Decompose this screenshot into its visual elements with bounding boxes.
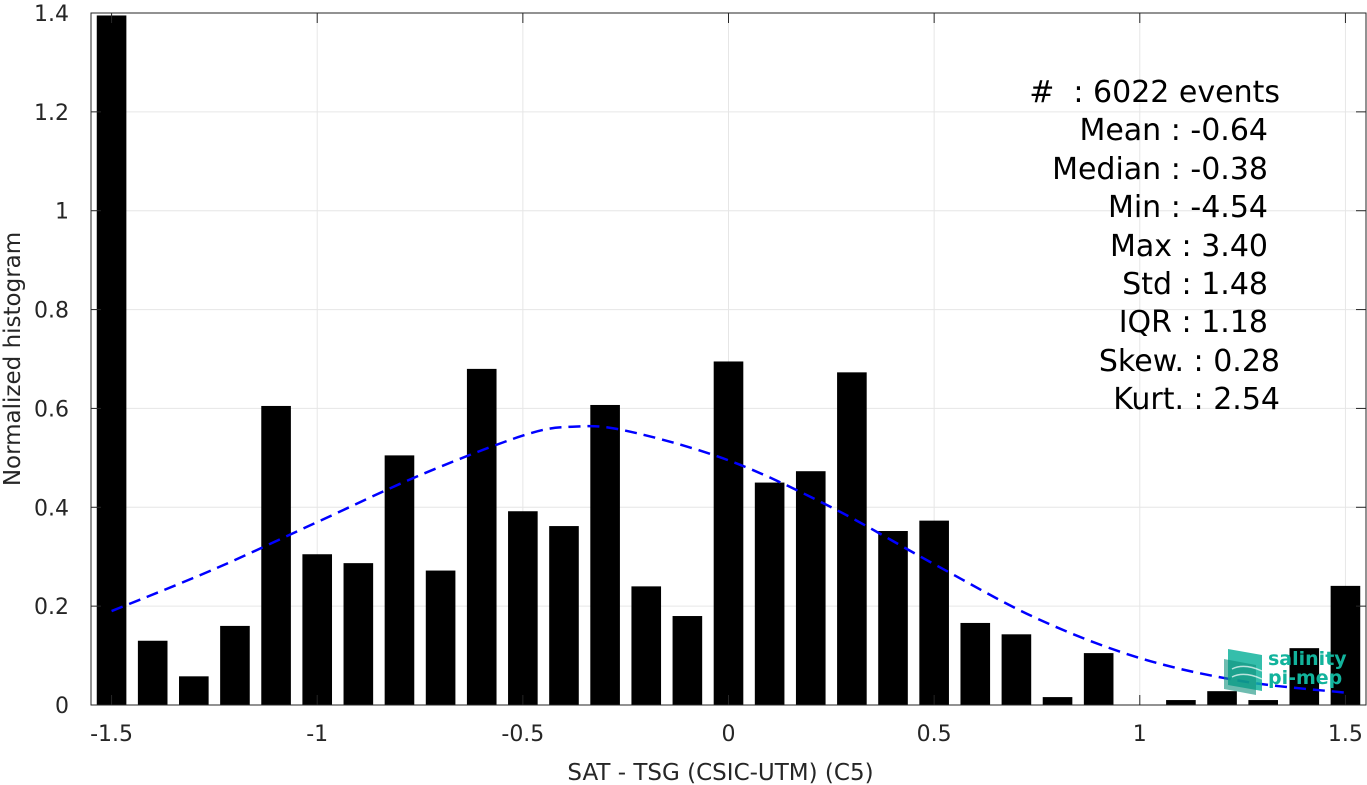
x-tick-label: 0 xyxy=(722,722,736,747)
grid-lines xyxy=(91,12,1366,706)
histogram-bar xyxy=(261,405,291,705)
histogram-bar xyxy=(1330,585,1361,705)
histogram-bar xyxy=(302,554,333,705)
histogram-bar xyxy=(549,526,579,705)
stat-median: Median : -0.38 xyxy=(1052,151,1268,187)
y-axis-ticks: 0 0.2 0.4 0.6 0.8 1 1.2 1.4 xyxy=(34,2,1366,719)
histogram-bar xyxy=(795,471,826,705)
x-axis-ticks: -1.5 -1 -0.5 0 0.5 1 1.5 xyxy=(90,13,1363,747)
logo-text-salinity: salinity xyxy=(1268,648,1347,670)
y-tick-label: 0.6 xyxy=(34,397,69,422)
x-axis-label: SAT - TSG (CSIC-UTM) (C5) xyxy=(567,760,873,785)
logo-text-pimep: pi-mep xyxy=(1268,667,1343,689)
histogram-bar xyxy=(960,622,991,705)
histogram-bar xyxy=(590,404,620,705)
histogram-bar xyxy=(179,676,209,705)
stat-skew: Skew. : 0.28 xyxy=(1098,343,1280,379)
histogram-bar xyxy=(672,616,703,705)
histogram-bar xyxy=(425,570,456,705)
statistics-panel: # : 6022 events Mean : -0.64 Median : -0… xyxy=(960,74,1280,420)
histogram-bar xyxy=(713,361,744,705)
x-tick-label: 1.5 xyxy=(1328,722,1363,747)
histogram-bar xyxy=(1166,700,1196,705)
fit-curve xyxy=(111,424,1346,694)
stat-iqr: IQR : 1.18 xyxy=(1118,305,1268,341)
y-tick-label: 1.2 xyxy=(34,101,69,126)
y-tick-label: 0.4 xyxy=(34,496,69,521)
stat-kurt: Kurt. : 2.54 xyxy=(1113,382,1280,418)
histogram-bar xyxy=(919,520,949,705)
histogram-bars xyxy=(96,15,1361,705)
y-axis-label: Normalized histogram xyxy=(0,232,26,486)
y-tick-label: 0.8 xyxy=(34,299,69,324)
histogram-bar xyxy=(384,455,415,705)
histogram-bar xyxy=(1001,634,1032,705)
stat-min: Min : -4.54 xyxy=(1107,190,1268,226)
y-tick-label: 1 xyxy=(55,200,69,225)
histogram-bar xyxy=(1083,653,1114,705)
x-tick-label: 1 xyxy=(1133,722,1147,747)
histogram-bar xyxy=(837,372,867,705)
x-tick-label: -1 xyxy=(306,722,328,747)
x-tick-label: 0.5 xyxy=(917,722,952,747)
y-tick-label: 1.4 xyxy=(34,2,69,27)
histogram-bar xyxy=(1248,700,1278,705)
histogram-bar xyxy=(754,482,785,705)
y-tick-label: 0.2 xyxy=(34,595,69,620)
stat-mean: Mean : -0.64 xyxy=(1079,113,1268,149)
histogram-bar xyxy=(137,640,168,705)
histogram-bar xyxy=(1289,648,1320,705)
stat-std: Std : 1.48 xyxy=(1122,267,1268,303)
logo-wave-icon xyxy=(1224,649,1263,695)
histogram-bar xyxy=(508,511,538,705)
fit-curve-line xyxy=(111,424,1346,694)
salinity-pimep-logo: salinity pi-mep xyxy=(1222,645,1352,695)
histogram-bar xyxy=(631,586,662,705)
histogram-bar xyxy=(878,531,908,705)
stat-count: # : 6022 events xyxy=(1029,75,1280,110)
histogram-bar xyxy=(1042,697,1073,705)
x-tick-label: -1.5 xyxy=(90,722,133,747)
histogram-bar xyxy=(1207,691,1237,705)
y-tick-label: 0 xyxy=(55,694,69,719)
histogram-bar xyxy=(466,368,497,705)
stat-max: Max : 3.40 xyxy=(1110,228,1268,264)
histogram-bar xyxy=(343,563,374,705)
histogram-bar xyxy=(96,15,127,705)
histogram-bar xyxy=(220,625,250,705)
x-tick-label: -0.5 xyxy=(501,722,544,747)
